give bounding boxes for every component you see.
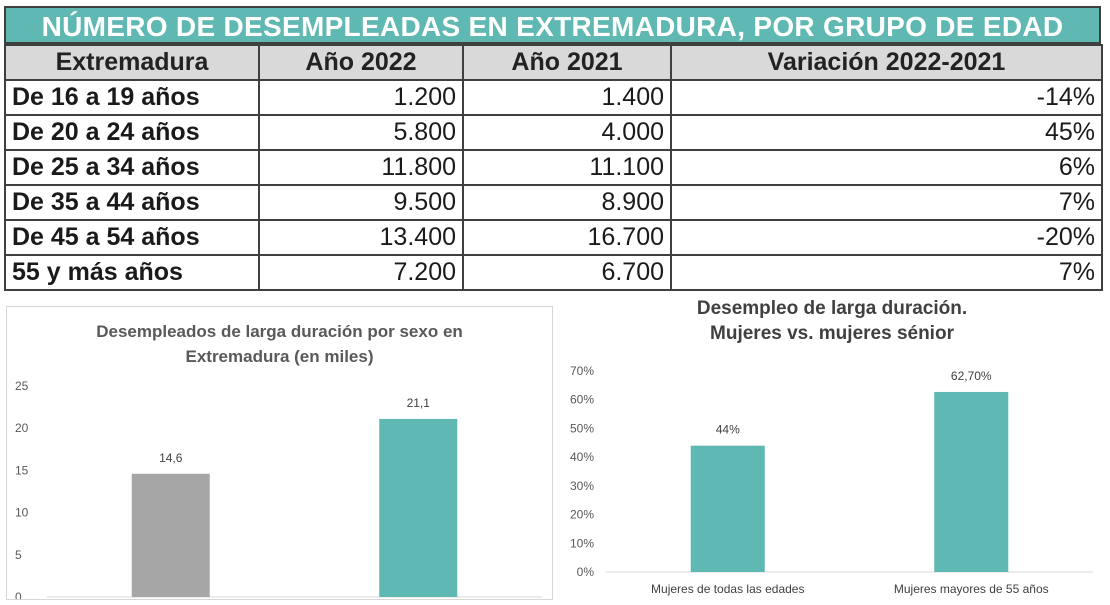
bar (934, 391, 1009, 572)
table-row: De 16 a 19 años 1.200 1.400 -14% (4, 79, 1103, 116)
chart-title-line: Desempleados de larga duración por sexo … (96, 322, 463, 341)
variation-cell: 7% (670, 254, 1103, 291)
chart-title: Desempleados de larga duración por sexo … (7, 319, 552, 369)
data-label: 14,6 (159, 451, 183, 465)
table-row: De 45 a 54 años 13.400 16.700 -20% (4, 219, 1103, 256)
table-row: De 25 a 34 años 11.800 11.100 6% (4, 149, 1103, 186)
age-group-cell: De 25 a 34 años (4, 149, 260, 186)
variation-cell: 6% (670, 149, 1103, 186)
y-tick-label: 15 (15, 463, 29, 477)
y-tick-label: 10% (570, 536, 594, 550)
table-row: 55 y más años 7.200 6.700 7% (4, 254, 1103, 291)
value-2021-cell: 6.700 (462, 254, 672, 291)
variation-cell: -20% (670, 219, 1103, 256)
chart-title: Desempleo de larga duración. Mujeres vs.… (558, 296, 1106, 346)
chart-plot: 0 5 10 15 20 25 14,6 21,1 (15, 379, 542, 604)
y-tick-label: 70% (570, 364, 594, 378)
bar (379, 418, 458, 597)
y-tick-label: 40% (570, 450, 594, 464)
chart-plot: 0% 10% 20% 30% 40% 50% 60% 70% 44% Mujeres de tod… (570, 364, 1093, 596)
data-table: Extremadura Año 2022 Año 2021 Variación … (4, 44, 1103, 291)
value-2022-cell: 1.200 (258, 79, 464, 116)
y-tick-label: 50% (570, 421, 594, 435)
table-row: De 35 a 44 años 9.500 8.900 7% (4, 184, 1103, 221)
header-variation: Variación 2022-2021 (670, 44, 1103, 81)
y-tick-label: 30% (570, 479, 594, 493)
y-tick-label: 60% (570, 393, 594, 407)
value-2021-cell: 8.900 (462, 184, 672, 221)
unemployment-table: NÚMERO DE DESEMPLEADAS EN EXTREMADURA, P… (4, 6, 1103, 291)
value-2022-cell: 11.800 (258, 149, 464, 186)
chart-long-term-by-sex: Desempleados de larga duración por sexo … (6, 306, 553, 604)
value-2022-cell: 7.200 (258, 254, 464, 291)
y-tick-label: 10 (15, 506, 29, 520)
category-label: Mujeres mayores de 55 años (894, 582, 1049, 596)
age-group-cell: De 20 a 24 años (4, 114, 260, 151)
variation-cell: 45% (670, 114, 1103, 151)
header-row: Extremadura Año 2022 Año 2021 Variación … (4, 44, 1103, 81)
value-2022-cell: 13.400 (258, 219, 464, 256)
header-year-2021: Año 2021 (462, 44, 672, 81)
y-tick-label: 0% (577, 565, 595, 579)
chart-title-line: Mujeres vs. mujeres sénior (710, 323, 954, 344)
category-label: Mujeres de todas las edades (651, 582, 804, 596)
value-2021-cell: 11.100 (462, 149, 672, 186)
y-tick-label: 20 (15, 421, 29, 435)
age-group-cell: De 45 a 54 años (4, 219, 260, 256)
value-2021-cell: 1.400 (462, 79, 672, 116)
header-year-2022: Año 2022 (258, 44, 464, 81)
variation-cell: -14% (670, 79, 1103, 116)
y-tick-label: 20% (570, 508, 594, 522)
chart-women-vs-senior: Desempleo de larga duración. Mujeres vs.… (558, 298, 1106, 600)
chart-title-line: Extremadura (en miles) (185, 347, 374, 366)
age-group-cell: 55 y más años (4, 254, 260, 291)
table-title: NÚMERO DE DESEMPLEADAS EN EXTREMADURA, P… (4, 6, 1101, 44)
value-2022-cell: 5.800 (258, 114, 464, 151)
value-2022-cell: 9.500 (258, 184, 464, 221)
data-label: 44% (716, 423, 740, 437)
y-tick-label: 25 (15, 379, 29, 393)
data-label: 21,1 (407, 396, 431, 410)
data-label: 62,70% (951, 369, 992, 383)
value-2021-cell: 16.700 (462, 219, 672, 256)
age-group-cell: De 16 a 19 años (4, 79, 260, 116)
chart-title-line: Desempleo de larga duración. (696, 298, 968, 319)
age-group-cell: De 35 a 44 años (4, 184, 260, 221)
variation-cell: 7% (670, 184, 1103, 221)
value-2021-cell: 4.000 (462, 114, 672, 151)
y-tick-label: 0 (15, 590, 22, 599)
bar (690, 445, 765, 572)
table-row: De 20 a 24 años 5.800 4.000 45% (4, 114, 1103, 151)
y-tick-label: 5 (15, 548, 22, 562)
header-region: Extremadura (4, 44, 260, 81)
bar (131, 473, 210, 597)
